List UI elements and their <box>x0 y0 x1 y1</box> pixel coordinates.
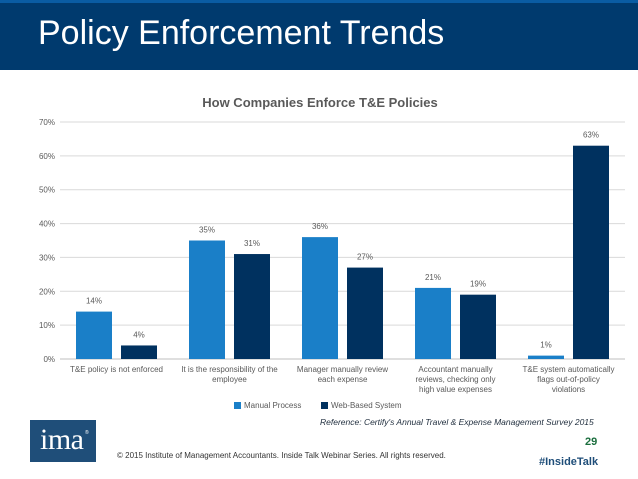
category-label-line: T&E policy is not enforced <box>70 365 163 374</box>
y-tick-label: 50% <box>39 186 55 195</box>
category-label: T&E policy is not enforced <box>70 365 163 374</box>
value-label: 63% <box>583 131 599 140</box>
category-label: Accountant manually reviews, checking onl… <box>415 365 495 394</box>
category-label-line: T&E system automatically <box>522 365 614 374</box>
ima-logo: ima ® <box>30 420 96 462</box>
y-tick-label: 30% <box>39 253 55 262</box>
y-tick-label: 70% <box>39 118 55 127</box>
category-label-line: Manager manually review <box>297 365 388 374</box>
reference-note: Reference: Certify's Annual Travel & Exp… <box>320 417 594 427</box>
bar <box>528 355 564 359</box>
y-axis-ticks: 0% 10% 20% 30% 40% 50% 60% 70% <box>39 118 55 364</box>
bar <box>189 240 225 359</box>
bar <box>415 287 451 359</box>
legend: Manual Process Web-Based System <box>234 401 402 410</box>
slide-title: Policy Enforcement Trends <box>38 14 445 52</box>
value-label: 4% <box>133 330 145 339</box>
bar <box>302 237 338 359</box>
hashtag: #InsideTalk <box>539 456 599 468</box>
bar <box>347 267 383 359</box>
legend-label: Web-Based System <box>331 401 402 410</box>
value-label: 14% <box>86 297 102 306</box>
bar <box>121 345 157 359</box>
category-label-line: each expense <box>318 375 368 384</box>
value-labels: 14% 4% 35% 31% 36% 27% 21% 19% 1% 63% <box>86 131 599 350</box>
y-tick-label: 60% <box>39 152 55 161</box>
value-label: 36% <box>312 222 328 231</box>
value-label: 35% <box>199 226 215 235</box>
category-label: It is the responsibility of the employee <box>181 365 278 384</box>
bar <box>573 145 609 359</box>
category-label-line: It is the responsibility of the <box>181 365 278 374</box>
value-label: 19% <box>470 280 486 289</box>
y-tick-label: 0% <box>43 355 55 364</box>
y-tick-label: 10% <box>39 321 55 330</box>
legend-swatch <box>234 402 241 409</box>
category-label-line: high value expenses <box>419 385 492 394</box>
copyright-notice: © 2015 Institute of Management Accountan… <box>117 451 446 460</box>
title-bar-accent <box>0 0 638 3</box>
category-labels: T&E policy is not enforced It is the resp… <box>70 365 614 394</box>
chart-title: How Companies Enforce T&E Policies <box>202 95 438 110</box>
logo-text: ima <box>40 423 84 456</box>
category-label: T&E system automatically flags out-of-pol… <box>522 365 614 394</box>
value-label: 1% <box>540 341 552 350</box>
category-label-line: Accountant manually <box>418 365 492 374</box>
legend-label: Manual Process <box>244 401 301 410</box>
gridlines <box>60 121 625 360</box>
legend-swatch <box>321 402 328 409</box>
category-label: Manager manually review each expense <box>297 365 388 384</box>
bar <box>76 311 112 359</box>
bar-chart: How Companies Enforce T&E Policies 0% 10%… <box>39 95 625 410</box>
page-number: 29 <box>585 436 598 448</box>
bars <box>76 145 609 359</box>
y-tick-label: 40% <box>39 220 55 229</box>
value-label: 31% <box>244 239 260 248</box>
category-label-line: flags out-of-policy <box>537 375 600 384</box>
category-label-line: reviews, checking only <box>415 375 495 384</box>
y-tick-label: 20% <box>39 287 55 296</box>
bar <box>460 294 496 359</box>
category-label-line: employee <box>212 375 247 384</box>
bar <box>234 254 270 359</box>
title-bar: Policy Enforcement Trends <box>0 0 638 70</box>
value-label: 21% <box>425 273 441 282</box>
category-label-line: violations <box>552 385 585 394</box>
logo-registered-mark: ® <box>85 430 89 436</box>
value-label: 27% <box>357 253 373 262</box>
